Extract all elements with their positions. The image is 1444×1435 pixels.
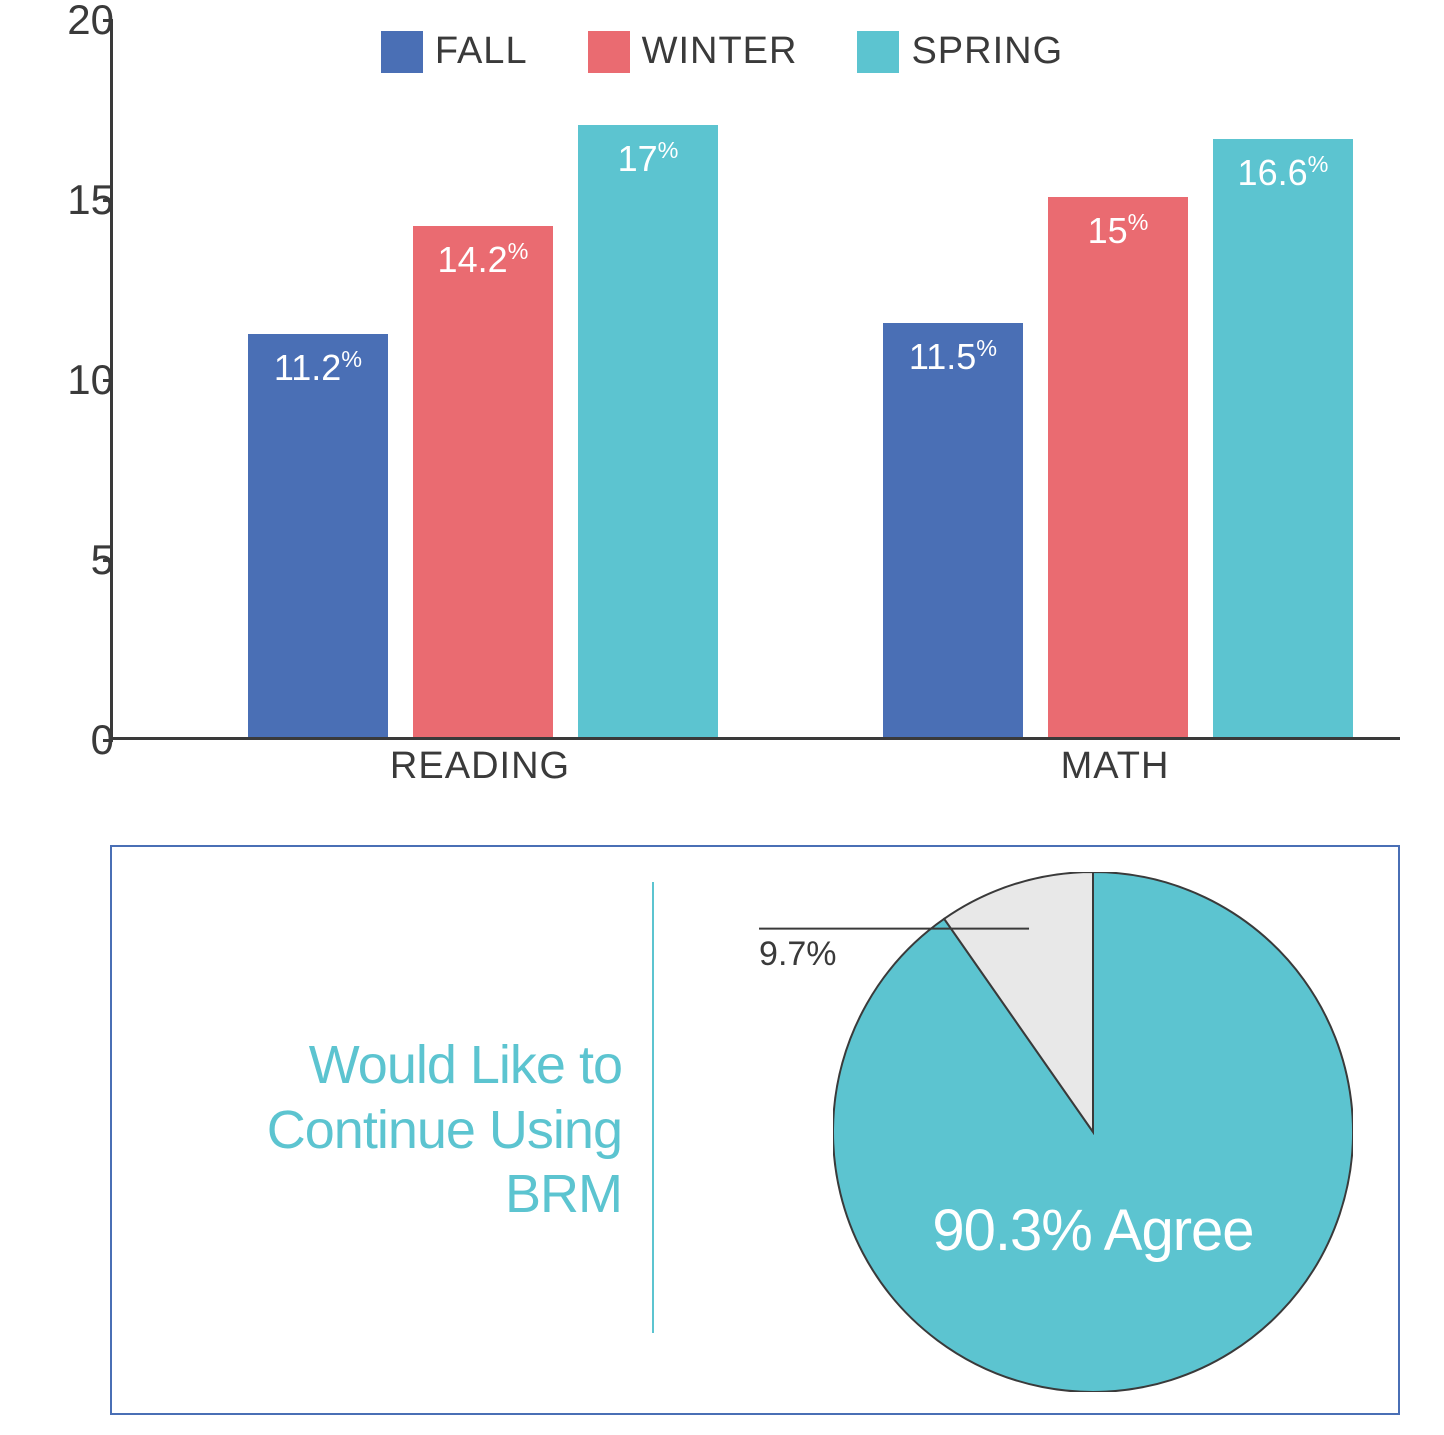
pie-panel: Would Like to Continue Using BRM 90.3% A… [110,845,1400,1415]
bar: 14.2% [413,226,553,737]
y-tick-mark [103,199,113,202]
y-tick-mark [103,739,113,742]
bar-value-label: 11.5% [883,335,1023,378]
bar-plot-area: 11.2% 14.2% 17% 11.5% 15% 16.6% [110,20,1400,740]
bar: 16.6% [1213,139,1353,737]
bar-value-label: 14.2% [413,238,553,281]
bar-chart: FALLWINTERSPRING 05101520 11.2%14.2%17%1… [20,20,1424,800]
y-tick-mark [103,19,113,22]
y-tick-mark [103,559,113,562]
bar: 11.2% [248,334,388,737]
bar-value-label: 16.6% [1213,151,1353,194]
y-tick-label: 20 [44,0,114,44]
bar-value-label: 15% [1048,209,1188,252]
y-tick-mark [103,379,113,382]
x-tick-label: READING [390,745,570,788]
bar: 11.5% [883,323,1023,737]
pie-chart [833,872,1353,1392]
pie-agree-label: 90.3% Agree [833,1197,1353,1264]
bar: 17% [578,125,718,737]
bar: 15% [1048,197,1188,737]
bar-value-label: 17% [578,137,718,180]
pie-title-block: Would Like to Continue Using BRM [112,847,652,1413]
figure-container: FALLWINTERSPRING 05101520 11.2%14.2%17%1… [20,20,1424,1415]
pie-disagree-label: 9.7% [759,935,837,974]
bar-value-label: 11.2% [248,346,388,389]
pie-right: 90.3% Agree 9.7% [654,847,1398,1413]
pie-title: Would Like to Continue Using BRM [142,1033,622,1227]
x-tick-label: MATH [1061,745,1170,788]
